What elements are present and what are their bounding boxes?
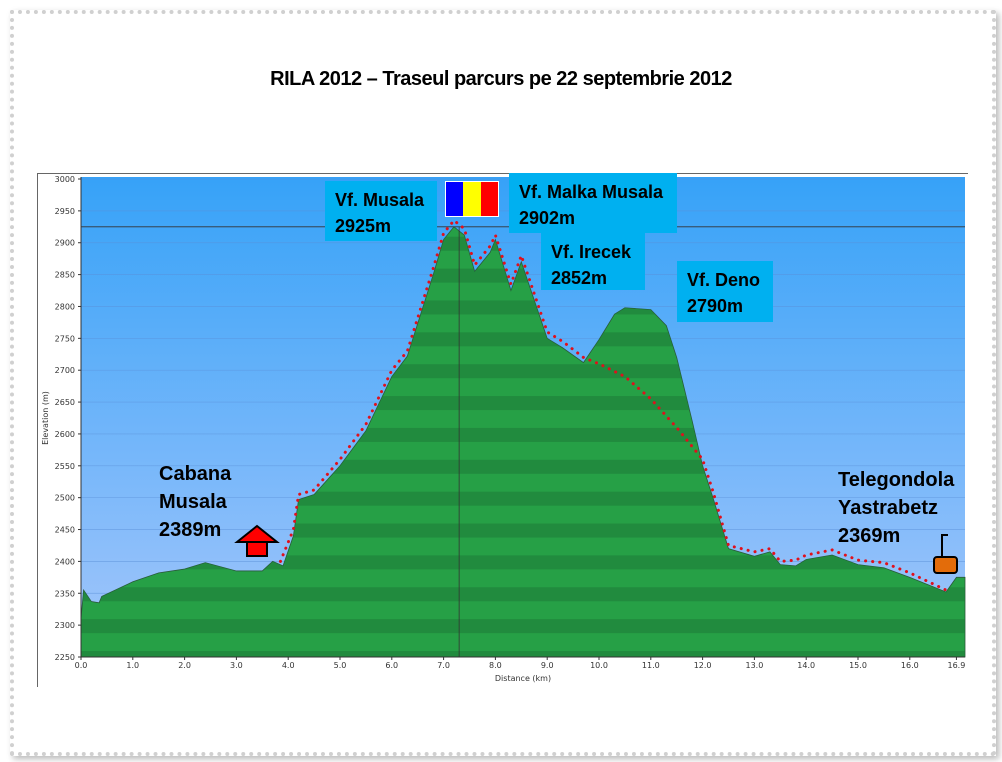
x-tick-label: 9.0 (541, 661, 554, 670)
y-tick-label: 2350 (55, 589, 75, 598)
y-tick-label: 2400 (55, 557, 75, 566)
peak-name: Vf. Malka Musala (519, 182, 664, 202)
y-tick-label: 2500 (55, 494, 75, 503)
y-tick-label: 2900 (55, 239, 75, 248)
peak-name: Vf. Irecek (551, 242, 632, 262)
label-vf-musala: Vf. Musala 2925m (325, 181, 437, 241)
y-tick-label: 2950 (55, 207, 75, 216)
x-tick-label: 4.0 (282, 661, 295, 670)
x-tick-label: 8.0 (489, 661, 502, 670)
x-tick-label: 13.0 (745, 661, 763, 670)
label-line: Telegondola (838, 469, 955, 491)
label-vf-irecek: Vf. Irecek 2852m (541, 233, 645, 290)
x-tick-label: 1.0 (126, 661, 139, 670)
y-tick-label: 2800 (55, 302, 75, 311)
label-vf-deno: Vf. Deno 2790m (677, 261, 773, 322)
x-tick-label: 14.0 (797, 661, 815, 670)
y-tick-label: 2550 (55, 462, 75, 471)
y-tick-label: 2650 (55, 398, 75, 407)
peak-elevation: 2852m (551, 268, 608, 288)
x-tick-label: 10.0 (590, 661, 608, 670)
peak-elevation: 2925m (335, 216, 392, 236)
x-tick-label: 16.0 (901, 661, 919, 670)
x-axis-label: Distance (km) (495, 674, 551, 683)
x-tick-label: 6.0 (385, 661, 398, 670)
x-tick-label: 2.0 (178, 661, 191, 670)
page-title: RILA 2012 – Traseul parcurs pe 22 septem… (270, 68, 732, 90)
x-tick-label: 15.0 (849, 661, 867, 670)
label-line: Cabana (159, 463, 232, 485)
terrain-band (81, 619, 965, 634)
peak-name: Vf. Deno (687, 270, 761, 290)
peak-elevation: 2790m (687, 296, 744, 316)
y-tick-label: 2700 (55, 366, 75, 375)
x-tick-label: 0.0 (75, 661, 88, 670)
y-tick-label: 2850 (55, 271, 75, 280)
hut-icon (246, 541, 268, 557)
x-tick-label: 12.0 (694, 661, 712, 670)
label-elevation: 2389m (159, 519, 222, 541)
x-tick-label: 5.0 (334, 661, 347, 670)
gondola-cable (941, 534, 948, 557)
y-tick-label: 2300 (55, 621, 75, 630)
chart-frame (37, 173, 968, 687)
label-line: Musala (159, 491, 227, 513)
terrain-band (81, 555, 965, 570)
label-line: Yastrabetz (838, 497, 939, 519)
y-axis-label: Elevation (m) (41, 391, 50, 445)
y-tick-label: 2600 (55, 430, 75, 439)
label-telegondola: Telegondola Yastrabetz 2369m (838, 466, 954, 550)
y-tick-label: 2750 (55, 334, 75, 343)
label-elevation: 2369m (838, 525, 901, 547)
y-tick-label: 2250 (55, 653, 75, 662)
x-tick-label: 3.0 (230, 661, 243, 670)
y-tick-label: 2450 (55, 526, 75, 535)
y-tick-label: 3000 (55, 175, 75, 184)
terrain-band (81, 587, 965, 602)
gondola-icon (933, 556, 958, 574)
romanian-flag-icon (445, 181, 499, 217)
peak-name: Vf. Musala (335, 190, 425, 210)
peak-elevation: 2902m (519, 208, 576, 228)
terrain-band (81, 651, 965, 658)
x-tick-label: 7.0 (437, 661, 450, 670)
label-vf-malka-musala: Vf. Malka Musala 2902m (509, 173, 677, 233)
label-cabana-musala: Cabana Musala 2389m (159, 460, 231, 544)
x-tick-label: 16.9 (948, 661, 966, 670)
x-tick-label: 11.0 (642, 661, 660, 670)
